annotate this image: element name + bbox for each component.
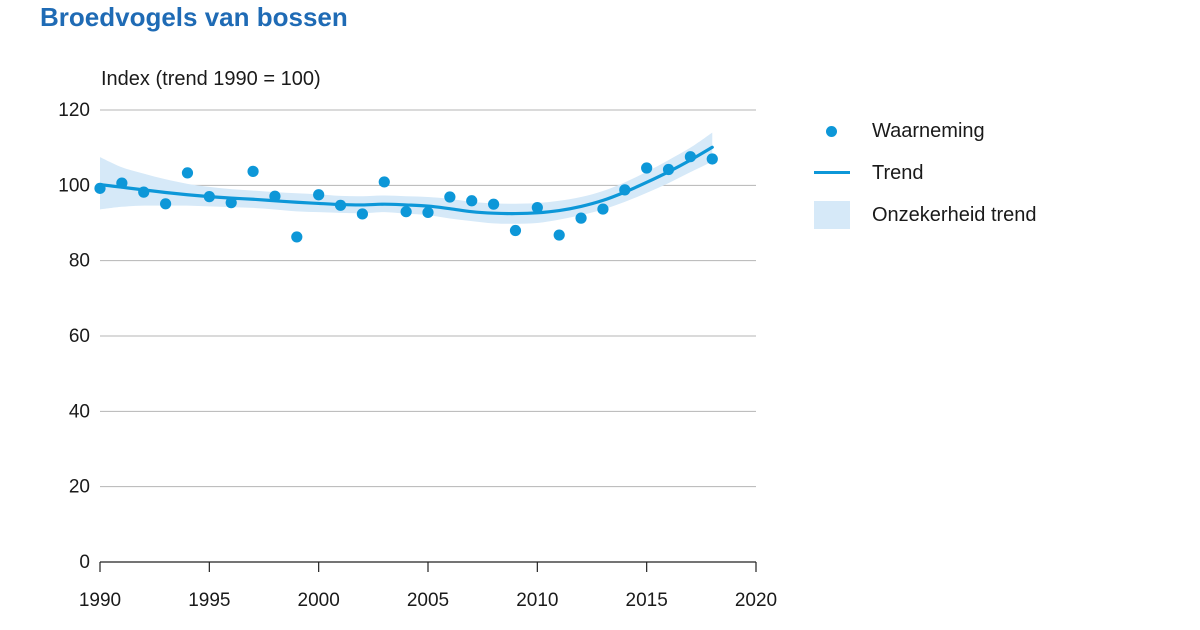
data-point-1990 [94,182,106,194]
data-point-2016 [662,163,675,176]
legend-item-trend: Trend [812,152,1037,194]
data-point-2014 [619,184,631,196]
data-point-2017 [684,151,697,163]
data-point-1992 [138,186,150,198]
y-axis-label: Index (trend 1990 = 100) [101,68,321,90]
x-tick-label: 2005 [407,590,449,611]
legend-swatch-uncertainty [812,201,852,229]
data-point-1999 [291,231,303,243]
data-point-2004 [400,206,412,218]
y-tick-label: 40 [69,401,90,422]
legend: Waarneming Trend Onzekerheid trend [812,110,1037,236]
legend-item-observation: Waarneming [812,110,1037,152]
data-point-2008 [488,198,500,210]
data-point-2018 [706,153,718,165]
x-tick-label: 1990 [79,590,121,611]
data-point-2006 [444,191,456,203]
data-point-2013 [597,203,609,215]
data-point-2015 [641,162,653,174]
data-point-2009 [509,224,522,237]
band-icon [814,201,850,229]
data-point-2003 [378,176,390,188]
data-point-2001 [334,199,347,211]
data-point-1996 [225,197,237,209]
x-tick-label: 2020 [735,590,777,611]
tick-labels: 0 20 40 60 80 100 120 1990 1995 2000 2005 2010 2015 2… [58,100,777,611]
x-tick-label: 2015 [626,590,668,611]
data-point-2002 [356,208,368,220]
observation-points [94,151,718,243]
y-tick-label: 20 [69,477,90,498]
legend-label-observation: Waarneming [872,119,985,142]
chart-title: Broedvogels van bossen [40,2,348,32]
data-point-2011 [553,229,565,241]
y-tick-label: 100 [58,175,90,196]
y-tick-label: 60 [69,326,90,347]
data-point-1994 [181,167,194,179]
trend-line-group [98,145,714,216]
grid-lines [100,109,756,488]
uncertainty-band [100,132,713,224]
data-point-1998 [269,190,281,202]
uncertainty-band-area [100,132,713,224]
legend-label-uncertainty: Onzekerheid trend [872,203,1037,226]
data-point-2007 [466,195,478,207]
legend-swatch-observation [812,117,852,145]
data-point-2010 [531,201,543,214]
y-tick-label: 80 [69,251,90,272]
data-point-1991 [116,177,128,189]
data-point-2000 [313,189,325,201]
data-point-1995 [203,191,215,203]
x-tick-label: 2000 [298,590,340,611]
trend-line [98,145,714,216]
legend-swatch-trend [812,159,852,187]
legend-label-trend: Trend [872,161,924,184]
data-point-2012 [575,212,587,224]
y-tick-label: 0 [79,552,90,573]
data-point-1993 [160,198,172,210]
y-tick-label: 120 [58,100,90,121]
x-tick-label: 2010 [516,590,558,611]
x-tick-label: 1995 [188,590,230,611]
dot-icon [826,126,837,137]
legend-item-uncertainty: Onzekerheid trend [812,194,1037,236]
x-axis [99,561,757,572]
line-icon [814,171,850,174]
data-point-1997 [247,165,259,177]
data-point-2005 [422,206,434,219]
